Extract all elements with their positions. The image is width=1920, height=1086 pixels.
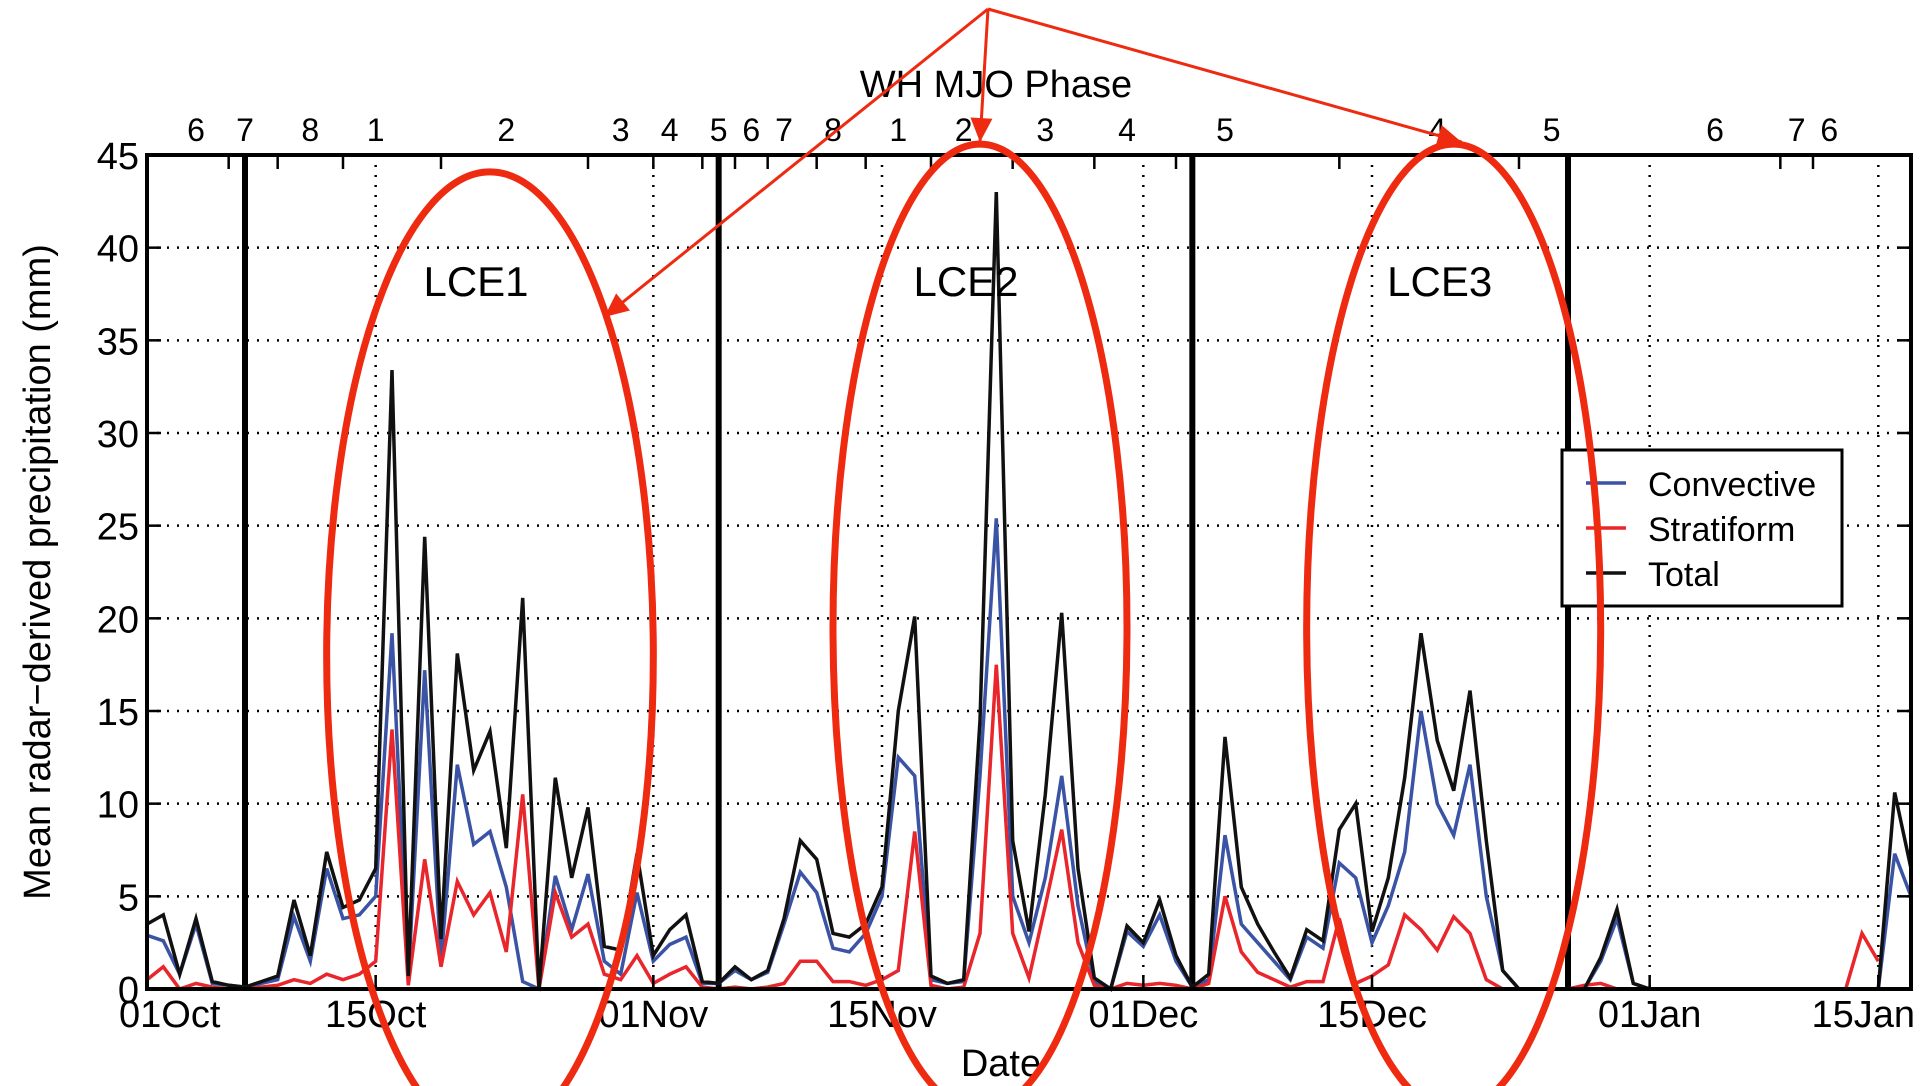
legend-label-convective: Convective [1648,466,1816,504]
x-tick-label: 01Jan [1598,994,1702,1036]
phase-label: 7 [236,112,254,148]
annotation-label: LCE3 [1387,258,1492,305]
y-tick-label: 35 [97,321,139,363]
series-lines [145,192,1913,992]
annotation-arrowhead [970,117,993,143]
y-tick-label: 5 [118,877,139,919]
annotation-ellipse [829,140,1131,1086]
y-tick-label: 30 [97,414,139,456]
phase-label: 6 [742,112,760,148]
annotation-label: LCE2 [913,258,1018,305]
legend: Convective Stratiform Total [1560,448,1844,608]
phase-label: 2 [497,112,515,148]
annotation-ellipse [1303,140,1605,1086]
top-axis-label: WH MJO Phase [860,64,1132,106]
x-tick-label: 01Oct [119,994,221,1036]
legend-label-total: Total [1648,556,1720,594]
y-tick-label: 20 [97,599,139,641]
y-tick-label: 0 [118,970,139,1012]
legend-label-stratiform: Stratiform [1648,511,1795,549]
x-tick-label: 01Nov [598,994,708,1036]
plot-frame [145,153,1913,991]
y-tick-label: 25 [97,507,139,549]
phase-label: 6 [187,112,205,148]
phase-label: 1 [889,112,907,148]
phase-label: 7 [1788,112,1806,148]
x-tick-label: 01Dec [1088,994,1198,1036]
y-tick-label: 45 [97,136,139,178]
annotation-arrow [603,7,989,319]
annotations: LCE1 LCE2 LCE3 [323,7,1605,1086]
x-axis-label: Date [961,1043,1041,1085]
phase-label: 8 [824,112,842,148]
x-tick-label: 15Nov [827,994,937,1036]
phase-label: 1 [367,112,385,148]
phase-label: 4 [1118,112,1136,148]
phase-label: 5 [1216,112,1234,148]
annotation-label: LCE1 [423,258,528,305]
series-stratiform [145,664,1880,992]
y-tick-label: 40 [97,229,139,271]
phase-label: 5 [710,112,728,148]
annotation-arrowhead [604,293,630,317]
phase-label: 6 [1706,112,1724,148]
annotation-ellipse [323,168,657,1086]
phase-label: 3 [1036,112,1054,148]
phase-label: 6 [1820,112,1838,148]
series-total [146,192,1913,992]
phase-label: 4 [661,112,679,148]
phase-label: 7 [775,112,793,148]
x-axis-ticks: 01Oct 15Oct 01Nov 15Nov 01Dec 15Dec 01Jan 15Jan [119,975,1915,1036]
phase-label: 2 [955,112,973,148]
phase-label: 5 [1543,112,1561,148]
y-tick-label: 10 [97,785,139,827]
x-tick-label: 15Jan [1811,994,1915,1036]
annotation-arrow [987,7,1463,144]
y-axis-label: Mean radar−derived precipitation (mm) [17,244,59,900]
y-tick-label: 15 [97,692,139,734]
y-axis-ticks: 0 5 10 15 20 25 30 35 40 45 [97,136,1911,1012]
phase-label: 8 [301,112,319,148]
phase-label: 3 [612,112,630,148]
annotation-arrowhead [1435,125,1462,147]
